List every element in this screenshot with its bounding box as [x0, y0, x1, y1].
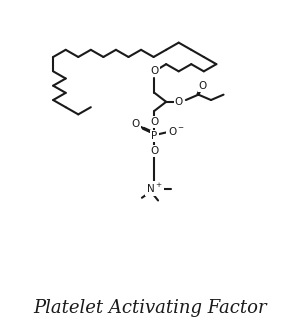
Text: O: O — [131, 119, 140, 129]
Text: Platelet Activating Factor: Platelet Activating Factor — [33, 299, 267, 317]
Text: O: O — [150, 117, 159, 127]
Text: O: O — [150, 146, 159, 156]
Text: P: P — [152, 131, 158, 141]
Text: O$^-$: O$^-$ — [167, 124, 184, 137]
Text: O: O — [150, 66, 159, 76]
Text: N$^+$: N$^+$ — [146, 182, 163, 195]
Text: O: O — [199, 81, 207, 91]
Text: O: O — [175, 97, 183, 107]
